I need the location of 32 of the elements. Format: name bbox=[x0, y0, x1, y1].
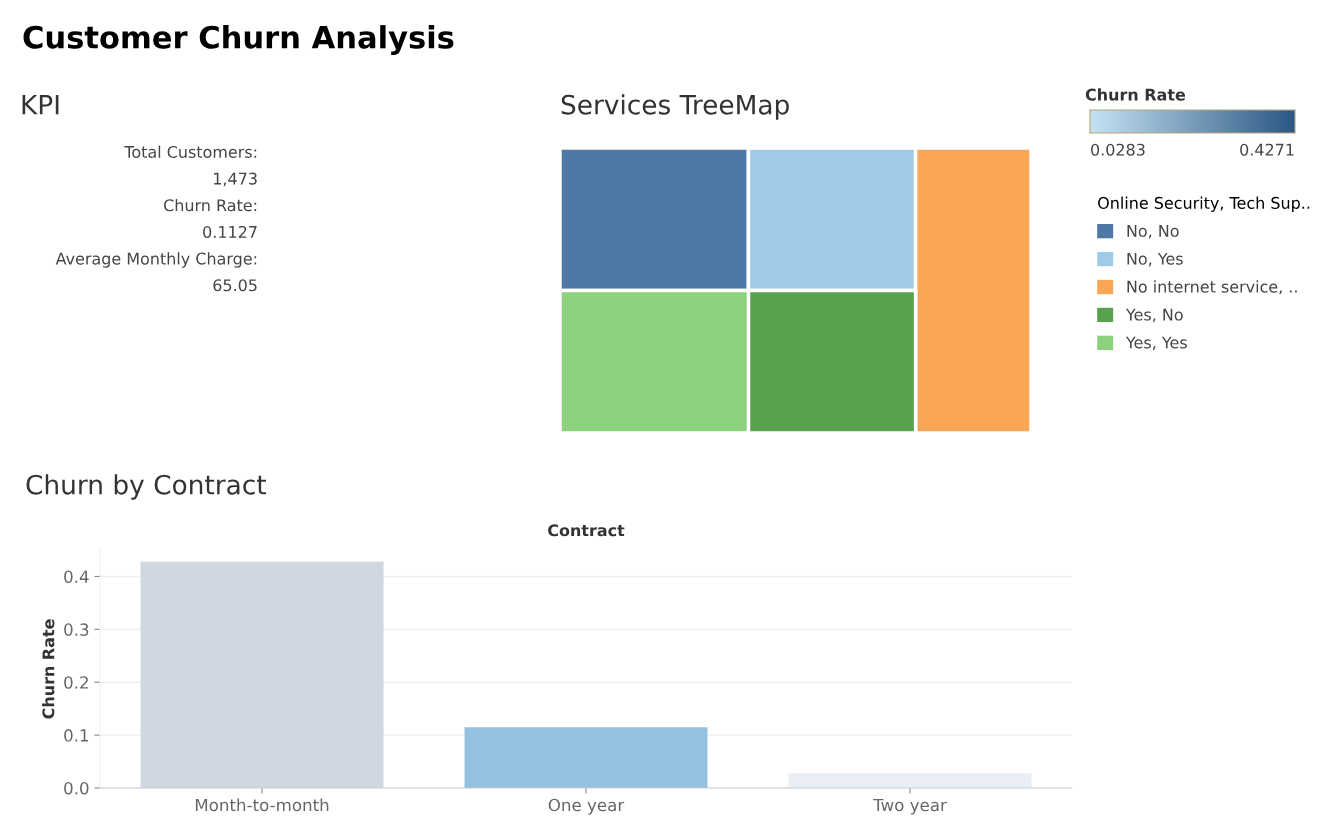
text: Churn Rate: bbox=[164, 198, 257, 212]
x-tick-label: Two year bbox=[873, 798, 947, 815]
x-tick-label: Month-to-month bbox=[195, 798, 329, 812]
x-axis-title: Contract bbox=[548, 524, 625, 537]
category-label: No, Yes bbox=[1127, 252, 1183, 267]
legend-title: Online Security, Tech Sup.. bbox=[1098, 196, 1310, 213]
text: 1,473 bbox=[214, 172, 257, 187]
text: 65.05 bbox=[213, 279, 257, 292]
text: KPI bbox=[22, 95, 59, 115]
text: Average Monthly Charge: bbox=[55, 252, 257, 268]
bar bbox=[464, 727, 708, 788]
y-tick-label: 0.0 bbox=[64, 781, 89, 795]
category-label: Yes, No bbox=[1125, 308, 1183, 323]
y-tick-label: 0.1 bbox=[64, 729, 89, 742]
category-label: Yes, Yes bbox=[1125, 336, 1187, 351]
y-axis-title: Churn Rate bbox=[42, 619, 55, 719]
color-bar-title: Churn Rate bbox=[1085, 88, 1186, 101]
y-tick-label: 0.3 bbox=[64, 623, 89, 636]
y-tick-label: 0.4 bbox=[64, 570, 89, 584]
y-tick-label: 0.2 bbox=[64, 676, 88, 689]
text: Services TreeMap bbox=[561, 94, 789, 120]
chart-title: Churn by Contract bbox=[26, 474, 267, 500]
bar bbox=[140, 561, 384, 788]
x-tick-label: One year bbox=[548, 798, 625, 815]
text: 0.4271 bbox=[1240, 143, 1294, 156]
text: 0.0283 bbox=[1091, 143, 1145, 156]
text: 0.1127 bbox=[203, 225, 257, 238]
bar bbox=[788, 773, 1032, 788]
category-label: No, No bbox=[1127, 224, 1179, 239]
category-label: No internet service, .. bbox=[1127, 280, 1297, 295]
text: Customer Churn Analysis bbox=[23, 25, 454, 55]
text: Total Customers: bbox=[124, 145, 257, 158]
